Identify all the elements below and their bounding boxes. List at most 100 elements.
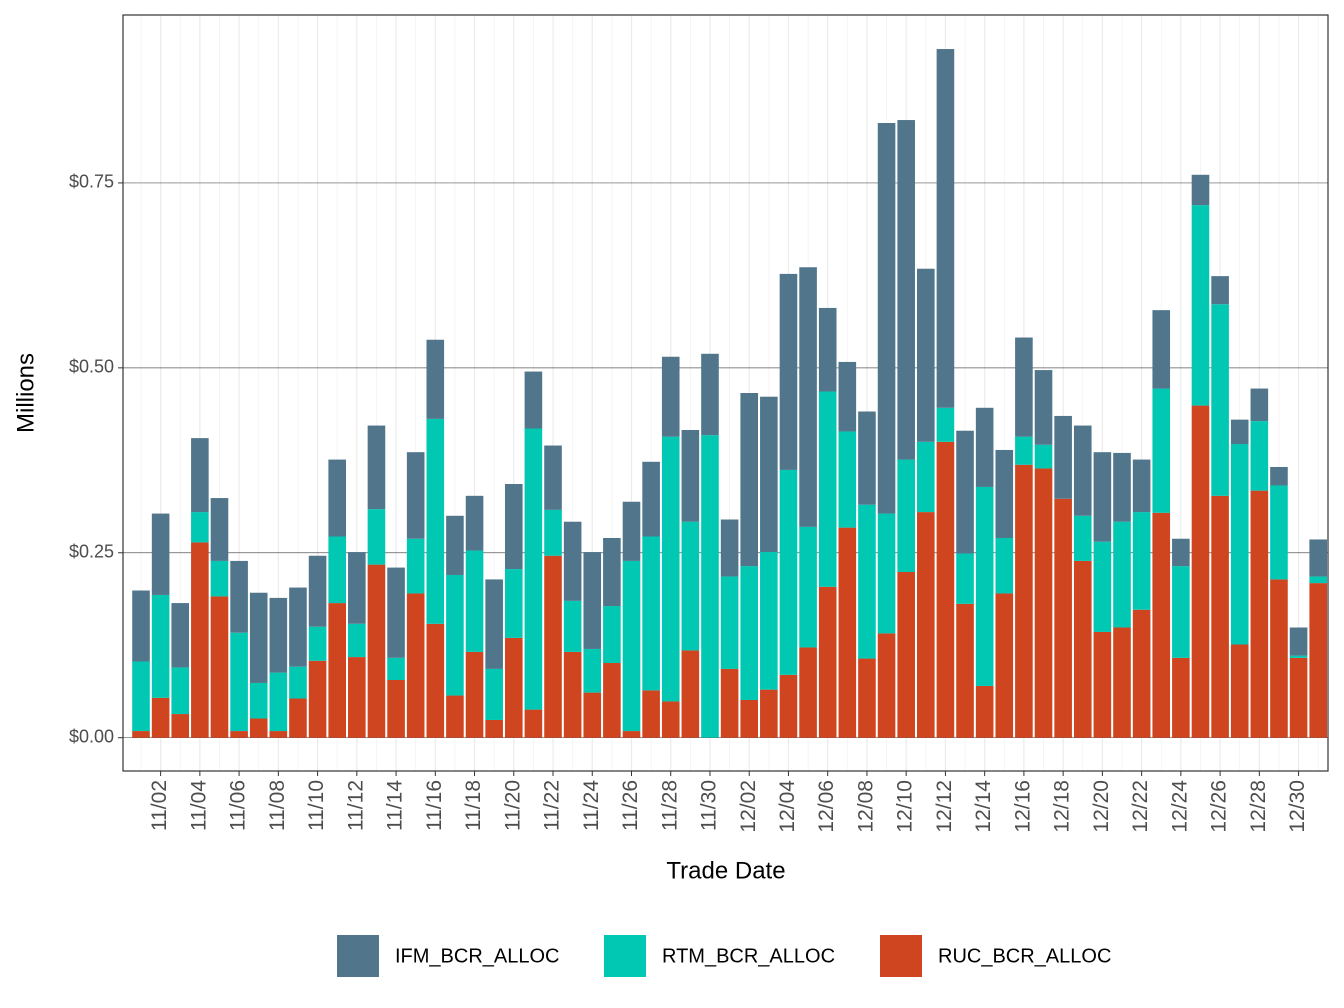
bar-segment (936, 407, 955, 442)
bar-segment (289, 587, 307, 667)
x-tick-label: 12/22 (1129, 780, 1152, 833)
bar-segment (642, 461, 660, 537)
x-tick-label: 12/06 (815, 780, 838, 833)
x-tick-label: 12/02 (737, 780, 760, 833)
bar-segment (171, 714, 190, 738)
bar-segment (348, 623, 366, 658)
bar-segment (681, 650, 700, 738)
bar-segment (1230, 444, 1249, 645)
bar-segment (446, 695, 464, 738)
bar-segment (1172, 566, 1190, 658)
bar-segment (1034, 370, 1053, 445)
x-tick-label: 12/26 (1208, 780, 1231, 833)
bar-segment (504, 569, 523, 638)
bar-segment (289, 666, 307, 699)
bar-segment (877, 513, 896, 634)
x-tick-label: 11/02 (148, 780, 171, 831)
bar-segment (720, 576, 739, 669)
bar-segment (799, 526, 817, 648)
x-tick-label: 11/24 (580, 780, 603, 831)
bar-segment (1054, 415, 1072, 499)
bar-segment (603, 537, 621, 607)
bar-segment (485, 719, 503, 738)
bar-segment (230, 731, 248, 738)
bar-segment (465, 550, 484, 652)
bar-segment (191, 438, 209, 513)
bar-segment (387, 657, 405, 681)
bar-segment (132, 590, 150, 662)
bar-segment (740, 566, 759, 700)
bar-segment (524, 371, 543, 429)
bar-segment (720, 668, 739, 738)
bar-segment (328, 536, 346, 604)
bar-segment (701, 353, 719, 436)
bar-segment (426, 339, 445, 419)
bar-segment (936, 49, 955, 408)
bar-segment (975, 407, 994, 487)
bar-segment (504, 637, 523, 738)
bar-segment (622, 501, 641, 561)
bar-segment (740, 393, 759, 567)
bar-segment (681, 521, 700, 651)
x-tick-label: 12/12 (933, 780, 956, 833)
x-tick-label: 12/04 (776, 780, 799, 833)
bar-segment (1034, 444, 1053, 469)
bar-segment (1270, 466, 1288, 486)
bar-segment (858, 504, 876, 659)
bar-segment (720, 519, 739, 577)
bar-segment (1113, 627, 1131, 738)
bar-segment (642, 536, 660, 691)
bar-segment (779, 674, 798, 738)
bar-segment (446, 515, 464, 575)
bar-segment (838, 431, 857, 528)
bar-segment (603, 606, 621, 663)
bar-segment (348, 657, 366, 738)
bar-segment (1270, 485, 1288, 580)
bar-segment (740, 699, 759, 738)
bar-segment (995, 537, 1014, 594)
bar-segment (406, 538, 425, 594)
bar-segment (583, 552, 602, 649)
bar-segment (661, 701, 680, 738)
bar-segment (387, 567, 405, 658)
bar-segment (995, 593, 1014, 738)
bar-segment (269, 731, 288, 738)
bar-segment (151, 594, 170, 698)
panel-border (122, 14, 1329, 772)
x-tick-label: 11/10 (305, 780, 328, 831)
bar-segment (465, 495, 484, 551)
bar-segment (132, 661, 150, 732)
bar-segment (897, 572, 915, 738)
bar-segment (446, 574, 464, 696)
bar-segment (524, 428, 543, 710)
x-tick-label: 12/24 (1168, 780, 1191, 833)
bar-segment (1230, 419, 1249, 445)
bar-segment (760, 396, 778, 553)
bar-segment (1132, 512, 1151, 610)
bar-segment (1211, 276, 1229, 305)
bar-segment (661, 356, 680, 437)
bar-segment (191, 542, 209, 738)
bar-segment (1250, 490, 1269, 738)
bar-segment (348, 552, 366, 624)
bar-segment (799, 647, 817, 738)
bar-segment (936, 441, 955, 738)
bar-segment (406, 452, 425, 539)
x-tick-label: 11/12 (344, 780, 367, 831)
bar-segment (1250, 388, 1269, 422)
x-tick-label: 12/16 (1011, 780, 1034, 833)
bar-segment (1152, 310, 1171, 389)
bar-segment (504, 483, 523, 570)
bar-segment (995, 449, 1014, 538)
bar-segment (1152, 388, 1171, 513)
bar-segment (308, 555, 327, 627)
legend-swatch (880, 935, 922, 977)
bar-segment (426, 623, 445, 738)
bar-segment (877, 123, 896, 514)
bar-segment (1093, 452, 1112, 542)
bar-segment (818, 307, 837, 392)
bar-segment (642, 690, 660, 738)
bar-segment (230, 560, 248, 633)
bar-segment (485, 579, 503, 669)
bar-segment (1054, 498, 1072, 738)
